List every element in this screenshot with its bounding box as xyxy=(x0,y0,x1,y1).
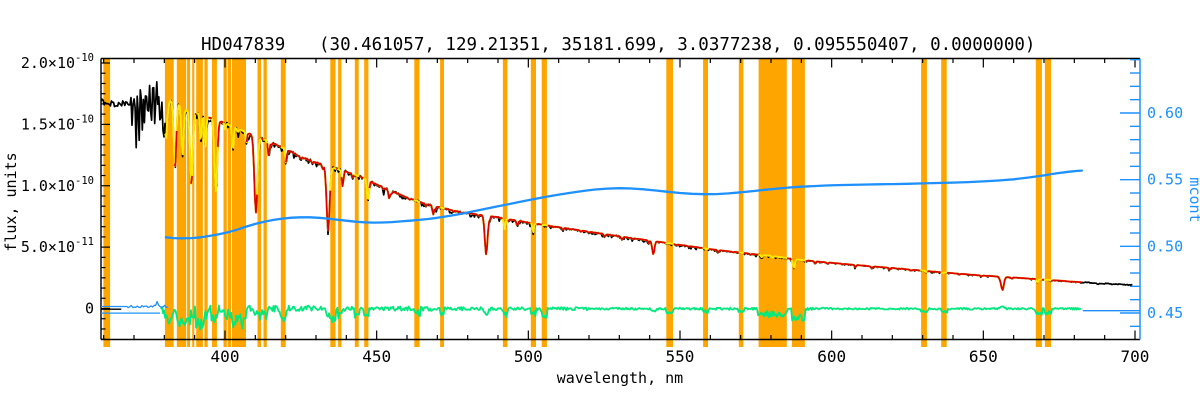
y-right-tick-label: 0.50 xyxy=(1147,237,1183,255)
masked-band xyxy=(280,59,286,347)
masked-band xyxy=(212,59,217,347)
masked-band xyxy=(223,59,227,347)
masked-band xyxy=(263,59,267,347)
masked-band xyxy=(103,59,111,347)
x-axis-tick-labels: 400 450 500 550 600 650 700 xyxy=(211,347,1150,366)
y-axis-left-ticks xyxy=(101,62,110,340)
x-tick-label: 650 xyxy=(969,347,998,366)
masked-band xyxy=(164,59,174,347)
observed-spectrum xyxy=(101,80,1133,291)
masked-band xyxy=(530,59,536,347)
masked-band xyxy=(187,59,191,347)
masked-band xyxy=(703,59,708,347)
masked-band xyxy=(227,59,231,347)
axes-layer: 400 450 500 550 600 650 700 0 5.0×10-11 1.0×10-10… xyxy=(21,52,1183,366)
masked-band xyxy=(666,59,673,347)
x-tick-label: 700 xyxy=(1121,347,1150,366)
chart-title-star-id: HD047839 xyxy=(201,35,285,55)
masked-band xyxy=(338,59,342,347)
masked-band xyxy=(257,59,262,347)
y-axis-right-tick-labels: 0.45 0.50 0.55 0.60 xyxy=(1147,104,1183,322)
x-axis-ticks xyxy=(103,58,1136,340)
masked-band xyxy=(941,59,947,347)
masked-band xyxy=(330,59,336,347)
mcont-curve xyxy=(164,169,1084,240)
y-left-tick-label: 0 xyxy=(85,300,94,318)
y-right-tick-label: 0.60 xyxy=(1147,104,1183,122)
y-right-tick-label: 0.55 xyxy=(1147,171,1183,189)
masked-band xyxy=(502,59,508,347)
masked-band xyxy=(1044,59,1051,347)
fitted-spectrum xyxy=(173,112,1082,291)
x-tick-label: 600 xyxy=(817,347,846,366)
masked-band xyxy=(354,59,359,347)
masked-band xyxy=(364,59,369,347)
residual-curve xyxy=(160,304,1082,331)
y-left-tick-label: 2.0×10-10 xyxy=(21,52,94,72)
masked-band xyxy=(440,59,444,347)
y-axis-right-ticks xyxy=(1120,58,1140,328)
y-axis-left-tick-labels: 0 5.0×10-11 1.0×10-10 1.5×10-10 2.0×10-10 xyxy=(21,52,94,318)
masked-band xyxy=(791,59,805,347)
masked-band xyxy=(541,59,547,347)
masked-band xyxy=(921,59,927,347)
curves-layer xyxy=(101,80,1140,331)
y-left-tick-label: 5.0×10-11 xyxy=(21,236,94,256)
y-left-tick-label: 1.5×10-10 xyxy=(21,113,94,133)
y-axis-left-label: flux, units xyxy=(2,152,20,251)
chart-title-params: (30.461057, 129.21351, 35181.699, 3.0377… xyxy=(319,35,1035,55)
masked-band xyxy=(196,59,203,347)
y-right-tick-label: 0.45 xyxy=(1147,304,1183,322)
masked-band xyxy=(1035,59,1042,347)
masked-band xyxy=(192,59,195,347)
x-tick-label: 450 xyxy=(362,347,391,366)
x-axis-label: wavelength, nm xyxy=(557,369,683,387)
y-left-tick-label: 1.0×10-10 xyxy=(21,175,94,195)
mcont-baseline-left-upper xyxy=(101,300,168,309)
x-tick-label: 500 xyxy=(514,347,543,366)
masked-band xyxy=(758,59,787,347)
y-axis-right-label: mcont xyxy=(1186,177,1200,222)
masked-band xyxy=(204,59,208,347)
masked-band xyxy=(176,59,187,347)
masked-bands-layer xyxy=(103,59,1051,347)
x-tick-label: 550 xyxy=(666,347,695,366)
masked-band xyxy=(414,59,420,347)
masked-band xyxy=(738,59,744,347)
masked-band xyxy=(232,59,246,347)
x-tick-label: 400 xyxy=(211,347,240,366)
